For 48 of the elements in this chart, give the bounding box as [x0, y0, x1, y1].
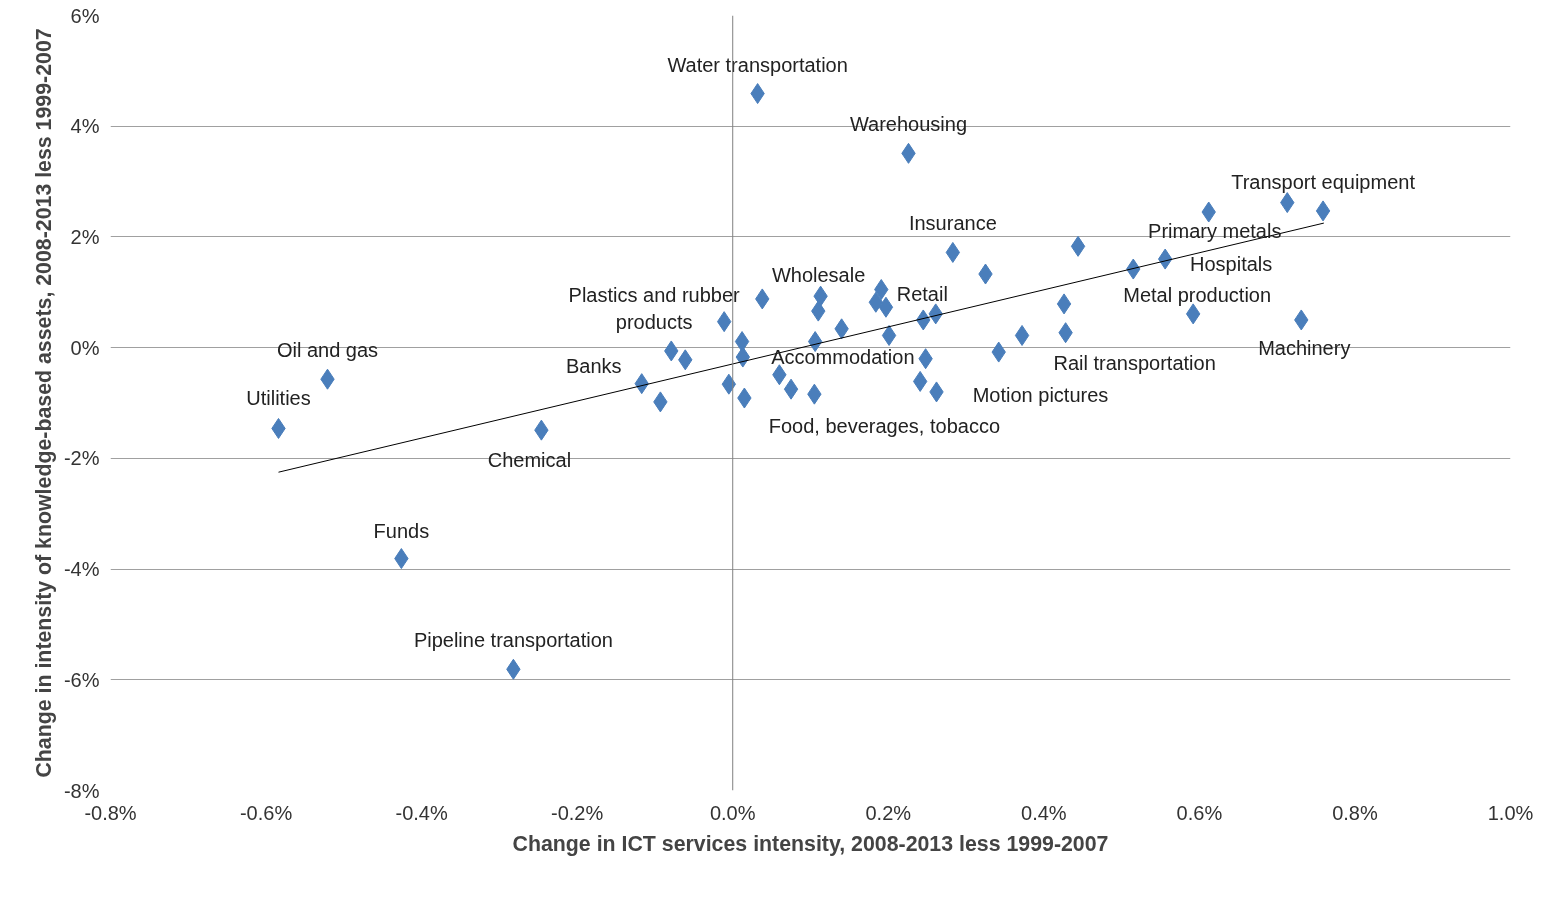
annotation: Hospitals — [1190, 253, 1273, 276]
x-tick-label: -0.6% — [239, 801, 293, 824]
x-tick-label: 0.4% — [1021, 801, 1067, 824]
y-tick-label: 6% — [70, 4, 100, 27]
point — [1315, 200, 1331, 222]
annotation: Warehousing — [849, 113, 968, 136]
annotation: Rail transportation — [1053, 351, 1216, 374]
x-axis-title: Change in ICT services intensity, 2008-2013 less 1999-2007 — [512, 831, 1109, 856]
annotation: Wholesale — [771, 264, 866, 287]
annotation: Water transportation — [667, 53, 848, 76]
x-tick-label: 0.0% — [709, 801, 756, 824]
annotation: Banks — [565, 354, 622, 377]
annotation: Primary metals — [1148, 220, 1282, 243]
annotation: Machinery — [1258, 336, 1351, 359]
y-axis-title: Change in intensity of knowledge-based assets, 2008-2013 less 1999-2007 — [31, 28, 56, 778]
annotation: Insurance — [908, 212, 997, 235]
y-tick-label: -8% — [63, 779, 100, 802]
annotation: Oil and gas — [276, 339, 379, 362]
annotation: Pipeline transportation — [413, 629, 613, 652]
annotation: Plastics and rubber products — [568, 284, 741, 333]
x-tick-label: 0.2% — [865, 801, 912, 824]
x-tick-label: -0.4% — [395, 801, 448, 824]
x-tick-label: -0.8% — [84, 801, 137, 824]
point — [1056, 293, 1072, 315]
annotation: Metal production — [1123, 283, 1272, 306]
x-tick-label: 0.8% — [1332, 801, 1378, 824]
point — [1070, 235, 1086, 257]
annotation: Retail — [896, 282, 948, 305]
y-tick-label: -2% — [63, 447, 100, 470]
y-tick-label: -4% — [63, 558, 100, 581]
annotation: Chemical — [487, 449, 572, 472]
x-tick-label: -0.2% — [551, 801, 604, 824]
y-tick-label: -6% — [63, 668, 100, 691]
annotation: Transport equipment — [1231, 170, 1416, 193]
annotation: Funds — [373, 519, 430, 542]
annotation: Food, beverages, tobacco — [768, 415, 1001, 438]
y-tick-label: 0% — [70, 336, 100, 359]
point — [878, 296, 894, 318]
y-tick-label: 2% — [70, 225, 100, 248]
x-tick-label: 1.0% — [1487, 801, 1534, 824]
annotation: Utilities — [246, 387, 311, 410]
point — [881, 324, 897, 346]
y-tick-label: 4% — [70, 115, 100, 138]
point — [1014, 324, 1030, 346]
point — [783, 378, 799, 400]
x-tick-label: 0.6% — [1176, 801, 1223, 824]
annotation: Accommodation — [771, 346, 915, 369]
annotation: Motion pictures — [972, 383, 1109, 406]
